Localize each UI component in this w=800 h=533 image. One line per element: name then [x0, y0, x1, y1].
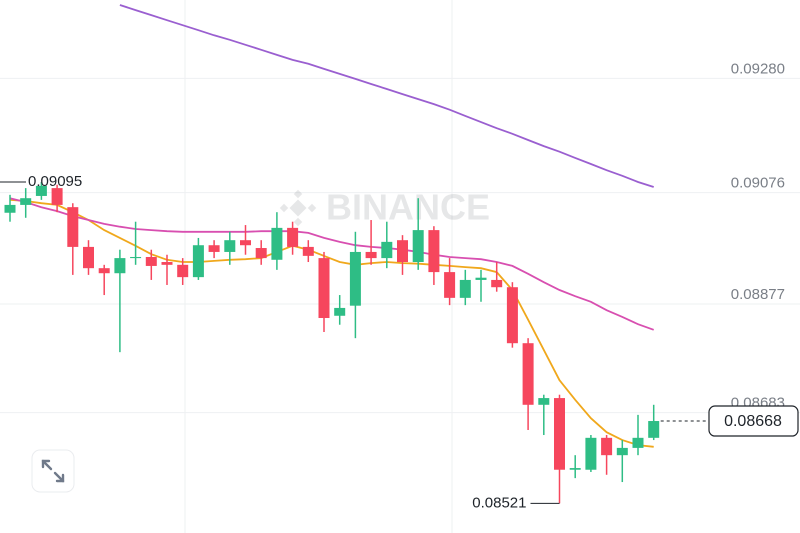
y-tick-label: 0.09280	[731, 60, 785, 77]
candle-body	[365, 251, 377, 259]
candle-body	[177, 264, 189, 278]
candle-body	[287, 227, 299, 247]
candle-body	[114, 258, 126, 274]
candle-body	[491, 279, 503, 288]
candle-body	[224, 240, 236, 252]
candle-body	[538, 398, 550, 405]
moving-averages	[9, 4, 655, 448]
candle-body	[83, 246, 94, 269]
current-price: 0.08668	[724, 413, 782, 430]
candle-body	[4, 204, 16, 213]
ma-line	[9, 197, 655, 331]
candle-body	[130, 256, 142, 259]
candle-body	[459, 279, 471, 298]
candle-body	[67, 207, 79, 247]
candle-body	[255, 248, 267, 259]
annotations: 0.09095 0.08521 0.08668	[0, 173, 799, 511]
candle-body	[522, 343, 534, 405]
ma-line	[119, 4, 654, 188]
candle-body	[648, 421, 660, 438]
y-tick-label: 0.09076	[731, 175, 785, 192]
candle-body	[475, 277, 487, 280]
watermark: BINANCE	[279, 187, 490, 228]
candle-body	[35, 185, 47, 196]
y-tick-label: 0.08877	[731, 286, 785, 303]
price-box	[708, 405, 799, 437]
candle-body	[271, 227, 283, 260]
candle-body	[318, 258, 330, 319]
candle-body	[145, 256, 157, 266]
watermark-text: BINANCE	[326, 187, 490, 228]
candle-body	[302, 246, 314, 256]
candle-body	[397, 240, 408, 263]
candle-body	[444, 272, 456, 298]
candle-body	[428, 230, 440, 273]
candle-body	[240, 240, 251, 246]
candle-body	[412, 230, 424, 263]
low-label: 0.08521	[472, 494, 526, 511]
candle-body	[192, 245, 204, 278]
candle-body	[632, 437, 644, 448]
expand-button-bg[interactable]	[31, 449, 75, 493]
expand-icon	[41, 459, 65, 483]
expand-button[interactable]	[31, 449, 75, 493]
candle-body	[616, 447, 628, 456]
candle-body	[506, 287, 518, 344]
watermark-logo	[279, 189, 317, 227]
candle-body	[601, 437, 613, 456]
high-label: 0.09095	[28, 173, 82, 190]
candle-body	[161, 262, 173, 265]
candle-body	[585, 437, 597, 470]
candle-body	[208, 245, 220, 252]
candle-body	[20, 198, 32, 205]
candle-body	[51, 188, 63, 205]
candle-body	[349, 251, 361, 306]
candle-body	[381, 241, 393, 259]
candle-body	[98, 268, 110, 274]
candles	[4, 181, 660, 504]
candle-body	[554, 398, 565, 470]
candle-body	[334, 307, 346, 316]
candle-body	[569, 468, 581, 470]
ma-line	[9, 199, 654, 448]
